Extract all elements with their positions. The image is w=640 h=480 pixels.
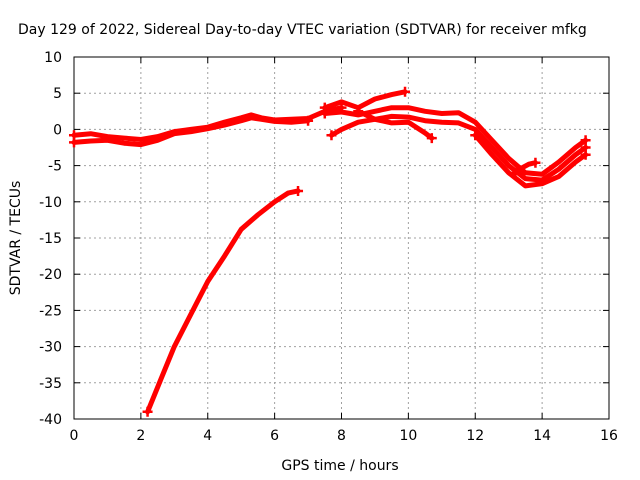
y-tick-label: 0 [53, 122, 62, 138]
x-tick-label: 16 [600, 428, 618, 444]
y-tick-label: -35 [39, 376, 62, 392]
y-tick-label: -30 [39, 340, 62, 356]
series-track-9 [145, 188, 301, 415]
x-tick-label: 0 [70, 428, 79, 444]
series-point-marker [293, 185, 304, 196]
x-tick-label: 8 [337, 428, 346, 444]
series-track-3 [322, 89, 408, 111]
series-layer [69, 86, 591, 417]
y-tick-label: -20 [39, 267, 62, 283]
series-point-marker [510, 167, 521, 178]
x-tick-label: 10 [399, 428, 417, 444]
series-point-marker [142, 406, 153, 417]
series-track-5 [329, 113, 589, 183]
series-point-marker [319, 108, 330, 119]
y-tick-label: -10 [39, 195, 62, 211]
series-track-2 [71, 115, 311, 148]
series-track-6 [355, 108, 435, 141]
series-point-marker [326, 130, 337, 141]
y-axis-label: SDTVAR / TECUs [8, 181, 24, 296]
series-track-4 [322, 105, 589, 177]
y-tick-label: -25 [39, 303, 62, 319]
x-axis-label: GPS time / hours [281, 458, 398, 474]
series-point-marker [530, 157, 541, 168]
y-tick-label: -40 [39, 412, 62, 428]
chart-title: Day 129 of 2022, Sidereal Day-to-day VTE… [18, 22, 587, 38]
x-tick-label: 12 [466, 428, 484, 444]
series-point-marker [580, 149, 591, 160]
y-tick-label: 5 [53, 86, 62, 102]
x-tick-label: 2 [136, 428, 145, 444]
series-point-marker [470, 130, 481, 141]
series-point-marker [69, 137, 79, 148]
ticks: 0 2 4 6 8 10 12 14 16 10 5 0 -5 -10 -15 -20 -25 -30 -35 -40 [39, 50, 618, 444]
series-track-7 [472, 132, 589, 189]
y-tick-label: -15 [39, 231, 62, 247]
series-point-marker [303, 115, 314, 126]
x-tick-label: 4 [203, 428, 212, 444]
series-point-marker [353, 106, 364, 117]
series-point-marker [426, 133, 437, 144]
x-tick-label: 6 [270, 428, 279, 444]
x-tick-label: 14 [533, 428, 551, 444]
series-point-marker [400, 86, 411, 97]
y-tick-label: 10 [44, 50, 62, 66]
y-tick-label: -5 [48, 159, 62, 175]
